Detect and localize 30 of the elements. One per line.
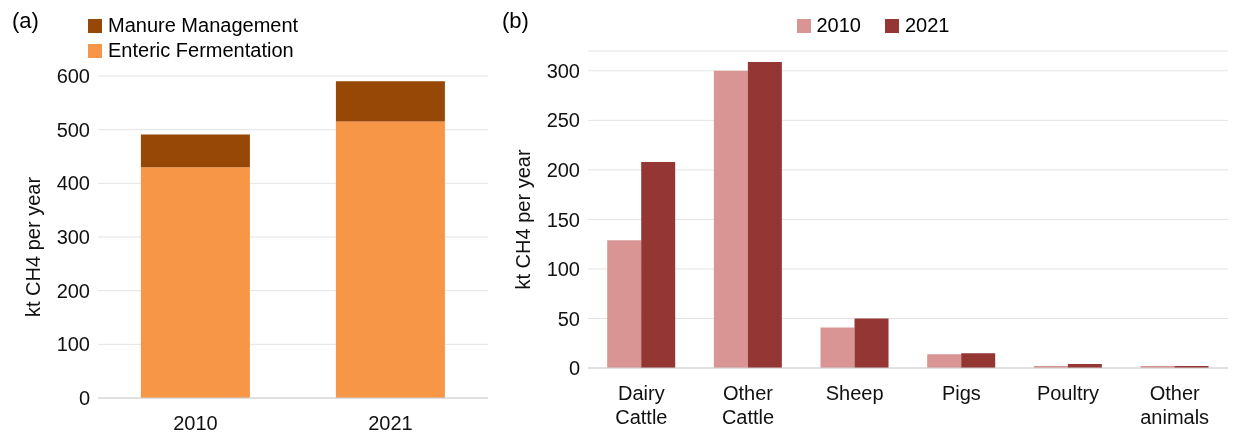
y-tick-label: 100	[56, 333, 90, 356]
x-tick-label: Poultry	[1036, 382, 1100, 404]
y-tick-label: 600	[56, 65, 90, 88]
x-tick-label: 2010	[173, 412, 218, 434]
y-tick-label: 300	[546, 59, 580, 82]
y-tick-label: 100	[546, 258, 580, 281]
y-axis-title: kt CH4 per year	[22, 176, 45, 317]
y-tick-label: 200	[546, 158, 580, 181]
y-tick-label: 150	[546, 208, 580, 231]
y-tick-label: 250	[546, 109, 580, 132]
x-tick-label: Other Cattle	[721, 382, 775, 428]
y-tick-label: 500	[56, 118, 90, 141]
legend-label: 2010	[816, 14, 861, 37]
legend-label: 2021	[905, 14, 950, 37]
y-tick-label: 0	[568, 357, 580, 380]
y-tick-label: 0	[78, 387, 90, 410]
legend-label: Enteric Fermentation	[108, 39, 294, 62]
x-tick-label: Other animals	[1140, 382, 1210, 428]
x-tick-label: 2021	[368, 412, 413, 434]
y-tick-label: 50	[557, 307, 580, 330]
y-tick-label: 200	[56, 279, 90, 302]
y-tick-label: 400	[56, 172, 90, 195]
x-tick-label: Dairy Cattle	[615, 382, 668, 428]
y-tick-label: 300	[56, 226, 90, 249]
chart-title: (b)	[502, 8, 529, 34]
x-tick-label: Sheep	[825, 382, 884, 404]
legend-label: Manure Management	[108, 14, 299, 37]
chart-title: (a)	[12, 8, 39, 34]
y-axis-title: kt CH4 per year	[512, 149, 535, 290]
x-tick-label: Pigs	[941, 382, 981, 404]
